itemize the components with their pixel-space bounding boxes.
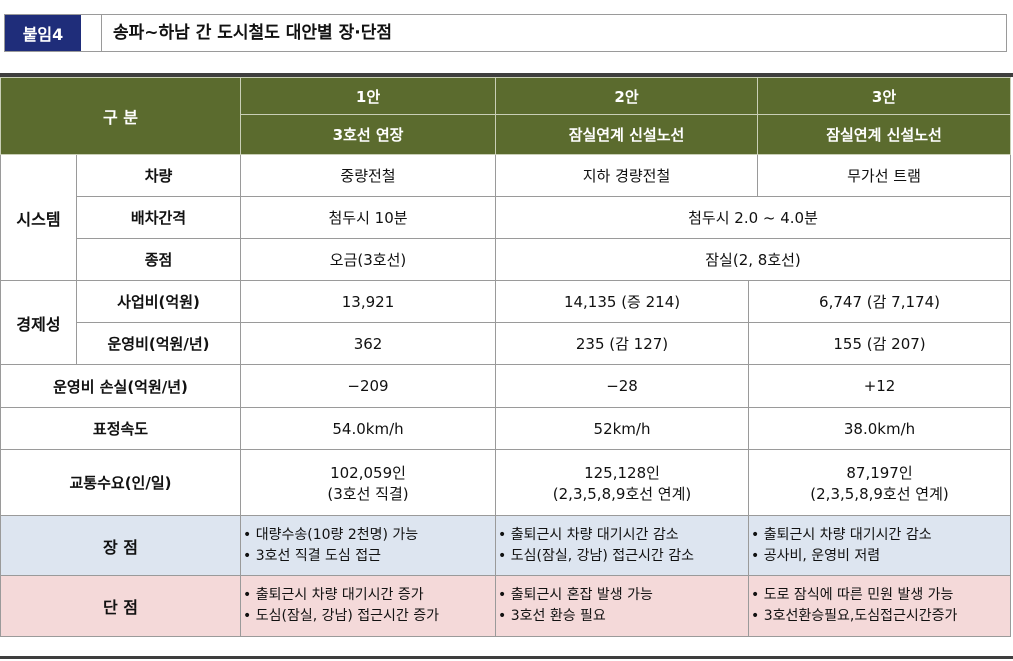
demand-option-3-value: 87,197인 xyxy=(846,463,913,482)
terminal-option-2-3: 잠실(2, 8호선) xyxy=(495,238,1012,281)
row-project-cost: 경제성 사업비(억원) 13,921 14,135 (증 214) 6,747 … xyxy=(0,280,1012,365)
header-option-1: 1안 xyxy=(240,77,497,115)
demand-option-3: 87,197인 (2,3,5,8,9호선 연계) xyxy=(748,449,1012,516)
row-demand: 교통수요(인/일) 102,059인 (3호선 직결) 125,128인 (2,… xyxy=(0,449,1012,516)
header-option-1-desc: 3호선 연장 xyxy=(240,114,497,155)
list-item: • 대량수송(10량 2천명) 가능 xyxy=(243,526,419,543)
vehicle-option-3: 무가선 트램 xyxy=(757,154,1012,197)
comparison-table: 구 분 1안 2안 3안 3호선 연장 잠실연계 신설노선 잠실연계 신설노선 … xyxy=(0,77,1012,637)
row-headway: 배차간격 첨두시 10분 첨두시 2.0 ~ 4.0분 xyxy=(1,196,1012,239)
demand-option-1-note: (3호선 직결) xyxy=(327,484,409,503)
project-cost-option-3: 6,747 (감 7,174) xyxy=(748,280,1012,323)
advantages-option-1: • 대량수송(10량 2천명) 가능 • 3호선 직결 도심 접근 xyxy=(240,515,497,576)
demand-option-1-value: 102,059인 xyxy=(330,463,406,482)
label-headway: 배차간격 xyxy=(75,196,242,239)
label-speed: 표정속도 xyxy=(0,407,242,450)
project-cost-option-1: 13,921 xyxy=(240,280,497,323)
title-divider xyxy=(101,14,102,52)
demand-option-2-value: 125,128인 xyxy=(584,463,660,482)
operating-loss-option-1: −209 xyxy=(240,364,497,408)
operating-cost-option-1: 362 xyxy=(240,322,497,365)
label-project-cost: 사업비(억원) xyxy=(75,280,242,323)
row-terminal: 종점 오금(3호선) 잠실(2, 8호선) xyxy=(1,238,1012,281)
demand-option-3-note: (2,3,5,8,9호선 연계) xyxy=(810,484,949,503)
header-row-descriptions: 3호선 연장 잠실연계 신설노선 잠실연계 신설노선 xyxy=(1,114,1012,155)
advantages-option-2: • 출퇴근시 차량 대기시간 감소 • 도심(잠실, 강남) 접근시간 감소 xyxy=(495,515,750,576)
header-option-2-desc: 잠실연계 신설노선 xyxy=(495,114,759,155)
label-disadvantages: 단 점 xyxy=(0,575,242,637)
group-economy: 경제성 xyxy=(0,280,77,365)
speed-option-2: 52km/h xyxy=(495,407,750,450)
demand-option-2: 125,128인 (2,3,5,8,9호선 연계) xyxy=(495,449,750,516)
header-row-options: 구 분 1안 2안 3안 xyxy=(0,77,1012,155)
list-item: • 도로 잠식에 따른 민원 발생 가능 xyxy=(751,587,954,603)
operating-cost-option-3: 155 (감 207) xyxy=(748,322,1012,365)
list-item: • 출퇴근시 차량 대기시간 감소 xyxy=(498,526,679,543)
list-item: • 3호선 직결 도심 접근 xyxy=(243,547,382,564)
table-top-rule xyxy=(0,73,1013,77)
table-bottom-rule xyxy=(0,656,1013,659)
list-item: • 출퇴근시 차량 대기시간 감소 xyxy=(751,526,932,543)
label-operating-loss: 운영비 손실(억원/년) xyxy=(0,364,242,408)
terminal-option-1: 오금(3호선) xyxy=(240,238,497,281)
group-system: 시스템 xyxy=(0,154,77,281)
demand-option-2-note: (2,3,5,8,9호선 연계) xyxy=(552,484,692,503)
headway-option-2-3: 첨두시 2.0 ~ 4.0분 xyxy=(495,196,1012,239)
document-title: 송파~하남 간 도시철도 대안별 장·단점 xyxy=(113,23,392,43)
label-terminal: 종점 xyxy=(75,238,242,281)
label-operating-cost: 운영비(억원/년) xyxy=(75,322,242,365)
vehicle-option-1: 중량전철 xyxy=(240,154,497,197)
speed-option-1: 54.0km/h xyxy=(240,407,497,450)
header-option-3: 3안 xyxy=(757,77,1012,115)
label-demand: 교통수요(인/일) xyxy=(0,449,242,516)
row-operating-loss: 운영비 손실(억원/년) −209 −28 +12 xyxy=(0,364,1012,408)
row-advantages: 장 점 • 대량수송(10량 2천명) 가능 • 3호선 직결 도심 접근 • … xyxy=(0,515,1012,576)
row-vehicle: 시스템 차량 중량전철 지하 경량전철 무가선 트램 xyxy=(0,154,1012,281)
header-option-2: 2안 xyxy=(495,77,759,115)
row-disadvantages: 단 점 • 출퇴근시 차량 대기시간 증가 • 도심(잠실, 강남) 접근시간 … xyxy=(0,575,1012,637)
list-item: • 출퇴근시 차량 대기시간 증가 xyxy=(243,587,424,603)
vehicle-option-2: 지하 경량전철 xyxy=(495,154,759,197)
list-item: • 도심(잠실, 강남) 접근시간 증가 xyxy=(243,608,440,624)
operating-cost-option-2: 235 (감 127) xyxy=(495,322,750,365)
row-operating-cost: 운영비(억원/년) 362 235 (감 127) 155 (감 207) xyxy=(1,322,1012,365)
list-item: • 출퇴근시 혼잡 발생 가능 xyxy=(498,587,653,603)
operating-loss-option-2: −28 xyxy=(495,364,750,408)
row-speed: 표정속도 54.0km/h 52km/h 38.0km/h xyxy=(0,407,1012,450)
label-advantages: 장 점 xyxy=(0,515,242,576)
list-item: • 3호선 환승 필요 xyxy=(498,608,606,624)
list-item: • 공사비, 운영비 저렴 xyxy=(751,547,881,564)
speed-option-3: 38.0km/h xyxy=(748,407,1012,450)
operating-loss-option-3: +12 xyxy=(748,364,1012,408)
advantages-option-3: • 출퇴근시 차량 대기시간 감소 • 공사비, 운영비 저렴 xyxy=(748,515,1012,576)
disadvantages-option-1: • 출퇴근시 차량 대기시간 증가 • 도심(잠실, 강남) 접근시간 증가 xyxy=(240,575,497,637)
title-bar: 붙임4 송파~하남 간 도시철도 대안별 장·단점 xyxy=(4,14,1007,52)
list-item: • 3호선환승필요,도심접근시간증가 xyxy=(751,608,958,624)
disadvantages-option-3: • 도로 잠식에 따른 민원 발생 가능 • 3호선환승필요,도심접근시간증가 xyxy=(748,575,1012,637)
list-item: • 도심(잠실, 강남) 접근시간 감소 xyxy=(498,547,695,564)
label-vehicle: 차량 xyxy=(75,154,242,197)
header-category-label: 구 분 xyxy=(0,77,242,155)
project-cost-option-2: 14,135 (증 214) xyxy=(495,280,750,323)
demand-option-1: 102,059인 (3호선 직결) xyxy=(240,449,497,516)
header-option-3-desc: 잠실연계 신설노선 xyxy=(757,114,1012,155)
attachment-tag: 붙임4 xyxy=(5,15,81,51)
headway-option-1: 첨두시 10분 xyxy=(240,196,497,239)
disadvantages-option-2: • 출퇴근시 혼잡 발생 가능 • 3호선 환승 필요 xyxy=(495,575,750,637)
